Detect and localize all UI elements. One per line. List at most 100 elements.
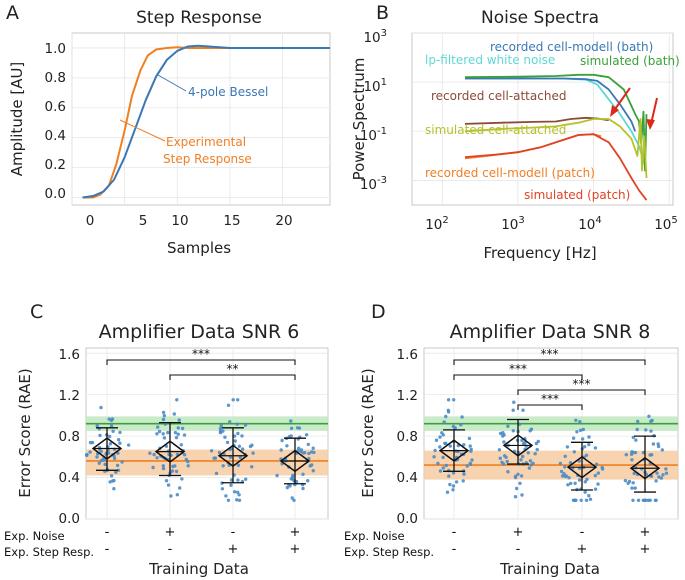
data-point [649, 419, 653, 423]
mean-ci-diamond [502, 434, 534, 457]
panel-b: B Noise Spectra 103 101 10-1 10-3 102 10… [350, 2, 680, 262]
data-point [184, 457, 188, 462]
data-point [528, 459, 533, 463]
mean-ci-diamond [91, 437, 123, 460]
data-point [173, 430, 178, 435]
data-point [295, 426, 300, 430]
data-point [654, 479, 658, 483]
patch-recorded-label: recorded cell-modell (patch) [425, 166, 595, 180]
data-point [623, 478, 628, 483]
data-point [521, 454, 525, 459]
data-point [299, 449, 303, 453]
panel-c-frame [85, 347, 329, 520]
significance-bracket [453, 359, 646, 365]
data-point [469, 449, 473, 453]
bath-recorded-label: recorded cell-modell (bath) [490, 40, 653, 54]
data-point [594, 462, 599, 466]
mean-ci-diamond [279, 449, 311, 473]
data-point [433, 448, 437, 453]
data-point [209, 449, 214, 453]
data-point [572, 450, 576, 454]
data-point [560, 474, 565, 478]
data-point [515, 486, 519, 491]
data-point [240, 434, 244, 438]
data-point [504, 455, 508, 459]
data-point [110, 417, 115, 421]
data-point [126, 443, 131, 447]
data-point [155, 456, 159, 460]
data-point [446, 398, 451, 402]
panel-d-row-label-step: Exp. Step Resp. [344, 545, 434, 559]
bessel-pointer [157, 74, 187, 92]
significance-bracket [517, 404, 583, 410]
data-point [447, 474, 451, 478]
data-point [441, 455, 445, 460]
data-point [250, 465, 254, 469]
panel-d: D Amplifier Data SNR 8 ************ 0.0 … [344, 301, 679, 578]
panel-b-xtick: 102 [425, 215, 449, 233]
panel-b-xtick: 104 [578, 215, 602, 233]
panel-a-xlabel: Samples [167, 239, 231, 257]
cell-attached-simulated-label: simulated cell-attached [425, 123, 566, 137]
data-point [311, 469, 315, 473]
data-point [588, 497, 593, 501]
panel-a-ytick: 1.0 [45, 41, 66, 57]
data-point [438, 435, 442, 439]
data-point [448, 444, 452, 448]
data-point [536, 439, 540, 444]
data-point [520, 438, 524, 443]
panel-c-ytick: 0.4 [59, 470, 80, 486]
data-point [237, 493, 241, 497]
cell-attached-recorded-label: recorded cell-attached [431, 89, 566, 103]
significance-bracket [517, 389, 646, 395]
data-point [292, 498, 296, 502]
data-point [434, 438, 439, 442]
panel-c-row-label-step: Exp. Step Resp. [4, 545, 94, 559]
data-point [587, 442, 591, 447]
data-point [438, 469, 443, 473]
data-point [630, 486, 634, 490]
mean-ci-diamond [217, 444, 249, 468]
panel-a-title: Step Response [136, 8, 262, 28]
data-point [501, 431, 505, 435]
panel-a-xtick: 0 [86, 213, 95, 229]
data-point [460, 415, 464, 419]
data-point [220, 487, 225, 491]
panel-a-xtick: 5 [139, 213, 148, 229]
data-point [520, 493, 524, 497]
data-point [85, 453, 89, 458]
data-point [584, 498, 589, 502]
panel-c-noise-sign: - [105, 525, 110, 540]
data-point [229, 483, 233, 487]
panel-d-step-sign: + [640, 542, 651, 557]
data-point [285, 485, 289, 490]
panel-d-noise-sign: - [580, 525, 585, 540]
data-point [224, 494, 228, 498]
data-point [441, 433, 445, 437]
data-point [237, 498, 242, 502]
spectrum-line-green [464, 73, 648, 172]
data-point [109, 474, 114, 478]
panel-b-ytick: 10-3 [360, 175, 387, 193]
data-point [661, 473, 665, 477]
panel-d-ytick: 0.4 [397, 470, 418, 486]
data-point [228, 420, 232, 424]
data-point [448, 482, 452, 487]
data-point [517, 422, 522, 426]
panel-b-ytick: 10-1 [360, 126, 387, 144]
data-point [116, 468, 121, 472]
panel-c-step-sign: + [228, 542, 239, 557]
patch-simulated-label: simulated (patch) [524, 188, 630, 202]
data-point [626, 481, 630, 485]
panel-d-ytick: 0.0 [397, 511, 418, 527]
data-point [95, 455, 99, 459]
panel-a-ytick: 0.0 [45, 186, 66, 202]
data-point [462, 472, 466, 476]
data-point [236, 463, 241, 467]
data-point [289, 434, 293, 438]
data-point [593, 487, 598, 491]
panel-d-ytick: 0.8 [397, 429, 418, 445]
experimental-curve [82, 46, 330, 199]
data-point [529, 427, 534, 431]
data-point [95, 424, 99, 428]
